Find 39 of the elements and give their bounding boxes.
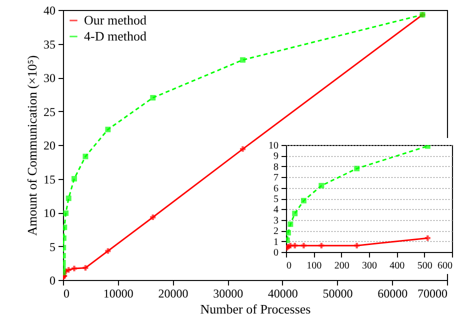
y-tick-label: 15: [44, 172, 56, 186]
x-tick-label: 10000: [103, 286, 134, 300]
x-tick-label: 500: [417, 260, 432, 272]
legend-label: 4-D method: [84, 28, 147, 44]
y-axis-title: Amount of Communication (×10⁵): [24, 55, 40, 236]
x-tick-label: 100: [306, 260, 322, 272]
y-tick-label: 2: [274, 226, 278, 238]
y-tick-label: 8: [274, 162, 278, 173]
y-tick-label: 9: [274, 151, 278, 162]
y-tick-label: 35: [44, 37, 56, 52]
x-tick-label: 200: [334, 260, 350, 272]
x-tick-label: 0: [286, 260, 292, 272]
x-tick-label: 0: [64, 286, 70, 300]
x-tick-label: 50000: [322, 286, 353, 300]
x-tick-label: 600: [438, 260, 452, 272]
y-tick-label: 25: [44, 104, 56, 119]
x-tick-label: 40000: [268, 286, 298, 300]
y-tick-label: 5: [274, 194, 278, 205]
y-tick-label: 0: [274, 248, 278, 258]
y-tick-label: 7: [274, 172, 278, 184]
x-tick-label: 60000: [378, 286, 408, 300]
y-tick-label: 5: [50, 240, 56, 254]
y-tick-label: 4: [274, 204, 278, 216]
x-tick-label: 30000: [213, 286, 244, 300]
x-tick-label: 300: [362, 260, 377, 272]
y-tick-label: 40: [44, 4, 56, 18]
x-tick-label: 20000: [158, 286, 188, 300]
y-tick-label: 6: [274, 183, 278, 194]
x-tick-label: 400: [390, 260, 405, 272]
y-tick-label: 20: [44, 138, 56, 152]
y-tick-label: 10: [268, 140, 278, 152]
y-tick-label: 3: [274, 215, 278, 226]
y-tick-label: 10: [44, 206, 56, 220]
legend-label: Our method: [84, 12, 147, 28]
y-tick-label: 0: [50, 274, 56, 288]
x-axis-title: Number of Processes: [200, 302, 311, 316]
x-tick-label: 70000: [418, 286, 448, 300]
y-tick-label: 30: [44, 71, 56, 85]
y-tick-label: 1: [274, 236, 278, 248]
